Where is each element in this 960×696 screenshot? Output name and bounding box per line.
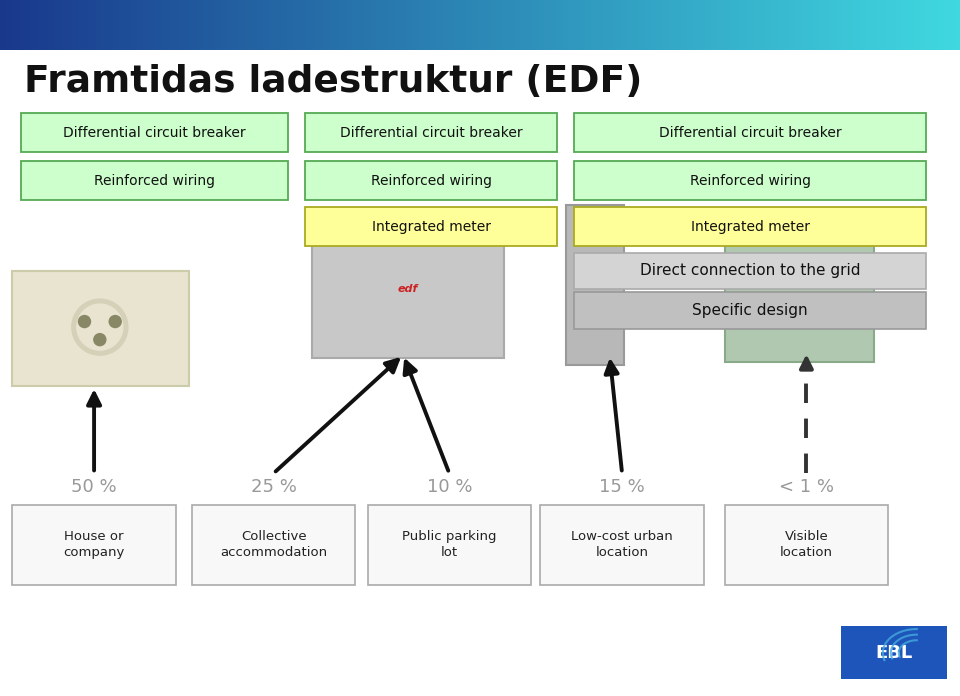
Bar (21, 113, 288, 152)
Text: Public parking
lot: Public parking lot (402, 530, 496, 560)
Circle shape (109, 315, 121, 328)
Bar (12, 505, 176, 585)
Text: Reinforced wiring: Reinforced wiring (371, 173, 492, 188)
Circle shape (79, 315, 90, 328)
Text: Integrated meter: Integrated meter (372, 219, 491, 234)
Text: 10 %: 10 % (426, 478, 472, 496)
Bar (574, 292, 926, 329)
Bar (540, 505, 704, 585)
Text: 50 %: 50 % (71, 478, 117, 496)
Text: EBL: EBL (876, 644, 912, 662)
Circle shape (77, 304, 123, 350)
Text: Integrated meter: Integrated meter (691, 219, 809, 234)
Text: edf: edf (397, 284, 419, 294)
Bar (574, 113, 926, 152)
Circle shape (94, 333, 106, 346)
Circle shape (72, 299, 128, 355)
Bar (312, 230, 504, 358)
Text: Framtidas ladestruktur (EDF): Framtidas ladestruktur (EDF) (24, 64, 642, 100)
Text: Visible
location: Visible location (780, 530, 833, 560)
Bar (192, 505, 355, 585)
Bar (305, 113, 557, 152)
Bar (725, 212, 874, 362)
Text: 15 %: 15 % (599, 478, 645, 496)
Bar (574, 253, 926, 289)
Text: Specific design: Specific design (692, 303, 808, 318)
Text: Reinforced wiring: Reinforced wiring (689, 173, 811, 188)
Bar (12, 271, 189, 386)
Bar (368, 505, 531, 585)
Text: Direct connection to the grid: Direct connection to the grid (640, 263, 860, 278)
Bar (841, 626, 947, 679)
Bar (305, 207, 557, 246)
Text: 25 %: 25 % (251, 478, 297, 496)
Bar (725, 505, 888, 585)
Text: Differential circuit breaker: Differential circuit breaker (659, 125, 842, 140)
Text: House or
company: House or company (63, 530, 125, 560)
Text: Differential circuit breaker: Differential circuit breaker (340, 125, 522, 140)
Text: Low-cost urban
location: Low-cost urban location (571, 530, 673, 560)
Bar (21, 161, 288, 200)
Bar (574, 161, 926, 200)
Bar (566, 205, 624, 365)
Text: < 1 %: < 1 % (779, 478, 834, 496)
Text: Collective
accommodation: Collective accommodation (220, 530, 327, 560)
Bar (305, 161, 557, 200)
Bar (574, 207, 926, 246)
Text: Reinforced wiring: Reinforced wiring (94, 173, 215, 188)
Text: Differential circuit breaker: Differential circuit breaker (63, 125, 246, 140)
